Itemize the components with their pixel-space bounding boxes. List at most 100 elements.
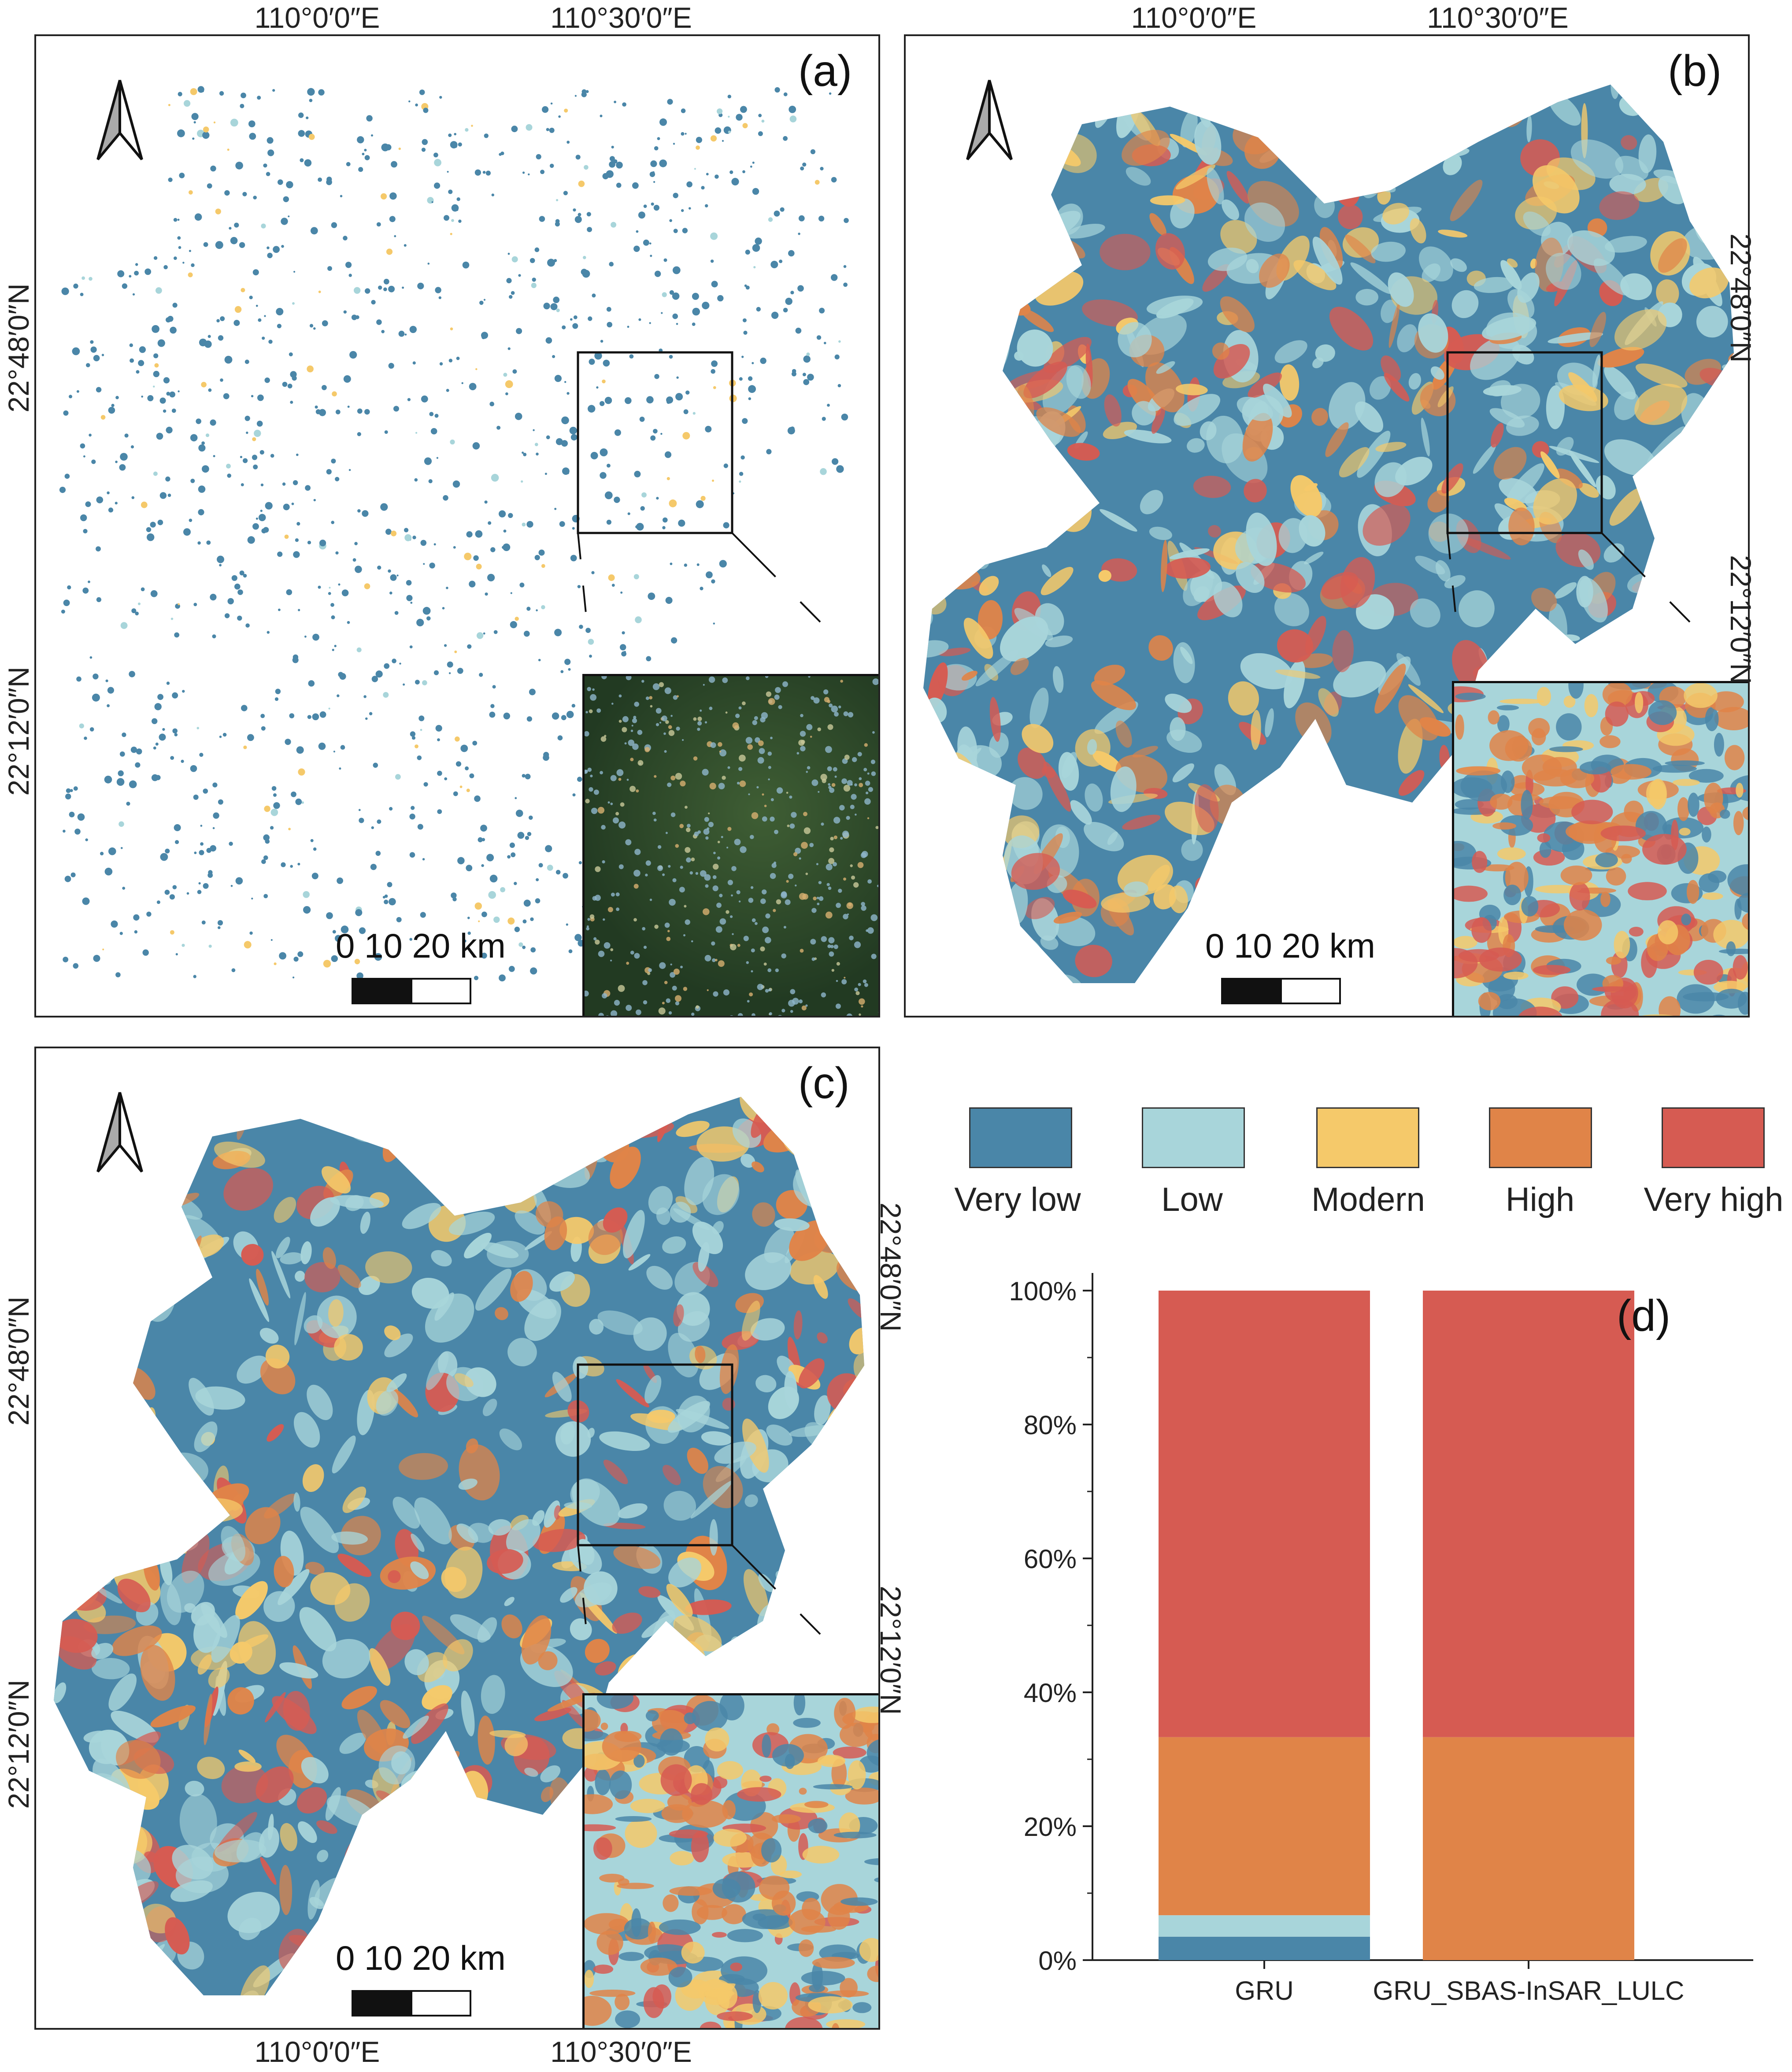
hazard-patch xyxy=(928,662,948,709)
speck xyxy=(197,86,204,93)
hazard-patch xyxy=(1589,311,1607,348)
inset-speck xyxy=(680,866,683,869)
hazard-patch xyxy=(673,1304,684,1327)
inset-speck xyxy=(722,677,728,683)
hazard-patch xyxy=(904,876,923,904)
inset-speck xyxy=(821,992,826,998)
inset-patch xyxy=(793,1695,806,1716)
speck xyxy=(569,426,577,435)
speck xyxy=(614,496,620,503)
speck xyxy=(566,923,568,926)
north-arrow-icon xyxy=(96,80,143,160)
inset-patch xyxy=(1742,807,1748,821)
speck xyxy=(370,864,377,870)
speck xyxy=(293,271,296,273)
hazard-patch xyxy=(991,474,1028,514)
inset-speck xyxy=(853,882,859,888)
speck xyxy=(318,585,321,589)
inset-speck xyxy=(795,847,801,854)
hazard-patch xyxy=(1651,475,1690,527)
speck xyxy=(390,574,397,581)
hazard-patch xyxy=(415,1062,434,1089)
hazard-patch xyxy=(1500,384,1540,419)
speck xyxy=(411,806,415,810)
hazard-patch xyxy=(211,1615,240,1663)
speck xyxy=(385,529,392,535)
speck xyxy=(448,133,452,137)
inset-patch xyxy=(1563,696,1576,708)
speck xyxy=(312,713,319,721)
inset-patch xyxy=(1539,796,1582,809)
inset-speck xyxy=(828,783,831,786)
speck xyxy=(354,542,358,545)
hazard-patch xyxy=(1189,975,1220,983)
speck xyxy=(578,861,582,865)
speck xyxy=(566,710,574,718)
map-a-region xyxy=(58,89,851,983)
inset-speck xyxy=(830,836,834,840)
hazard-patch xyxy=(1147,865,1170,892)
inset-patch xyxy=(585,1730,609,1742)
north-arrow-icon xyxy=(966,80,1013,160)
speck xyxy=(669,219,672,222)
inset-speck xyxy=(868,787,873,792)
hazard-patch xyxy=(549,1271,575,1292)
inset-speck xyxy=(702,769,709,776)
inset-speck xyxy=(793,852,798,856)
speck xyxy=(92,693,100,702)
bar-segment xyxy=(1423,1737,1634,1960)
speck xyxy=(340,195,343,197)
hazard-patch xyxy=(1666,475,1702,515)
speck xyxy=(136,370,140,374)
inset-speck xyxy=(826,883,830,886)
speck xyxy=(283,196,289,202)
hazard-patch xyxy=(532,1528,586,1552)
speck xyxy=(490,704,495,708)
inset-speck xyxy=(841,979,847,984)
speck xyxy=(545,337,552,344)
inset-speck xyxy=(752,1013,755,1016)
speck xyxy=(263,894,268,899)
inset-patch xyxy=(1693,960,1723,985)
inset-speck xyxy=(737,1013,743,1016)
speck xyxy=(452,480,460,488)
hazard-patch xyxy=(571,1151,607,1162)
hazard-patch xyxy=(397,1847,425,1866)
hazard-patch xyxy=(961,670,978,681)
hazard-patch xyxy=(968,388,1021,420)
speck xyxy=(220,316,225,321)
inset-patch xyxy=(811,1962,823,1991)
inset-speck xyxy=(620,802,625,807)
speck xyxy=(162,728,165,731)
inset-patch xyxy=(742,1909,789,1929)
inset-speck xyxy=(866,792,869,795)
hazard-patch xyxy=(1055,916,1096,947)
inset-patch xyxy=(700,2021,722,2028)
inset-speck xyxy=(760,946,765,951)
hazard-patch xyxy=(1035,603,1064,636)
hazard-patch xyxy=(470,1840,505,1878)
speck xyxy=(417,282,424,289)
speck xyxy=(371,676,378,682)
speck xyxy=(448,359,453,363)
speck xyxy=(313,847,317,851)
speck xyxy=(326,912,333,919)
hazard-patch xyxy=(68,1274,110,1303)
hazard-patch xyxy=(1151,407,1166,434)
speck xyxy=(524,630,530,637)
inset-speck xyxy=(667,930,670,932)
speck xyxy=(802,373,806,377)
inset-speck xyxy=(727,880,733,885)
speck xyxy=(354,958,360,965)
hazard-patch xyxy=(515,1210,545,1235)
speck xyxy=(182,262,185,264)
speck xyxy=(89,277,93,281)
hazard-patch xyxy=(83,1312,110,1358)
inset-speck xyxy=(712,958,716,962)
inset-speck xyxy=(734,839,741,845)
hazard-patch xyxy=(465,1158,505,1204)
hazard-patch xyxy=(98,1544,118,1559)
hazard-patch xyxy=(58,1232,81,1258)
hazard-patch xyxy=(1343,841,1372,867)
hazard-patch xyxy=(1084,34,1151,88)
